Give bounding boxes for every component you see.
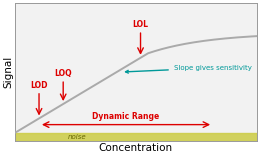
Text: Dynamic Range: Dynamic Range (92, 112, 160, 121)
Text: Slope gives sensitivity: Slope gives sensitivity (126, 65, 252, 73)
Bar (15, 133, 257, 141)
Text: noise: noise (68, 134, 87, 140)
Text: LOD: LOD (30, 80, 48, 90)
Y-axis label: Signal: Signal (3, 56, 14, 88)
Text: LOL: LOL (133, 20, 148, 29)
X-axis label: Concentration: Concentration (99, 143, 173, 153)
Text: LOQ: LOQ (54, 69, 72, 78)
